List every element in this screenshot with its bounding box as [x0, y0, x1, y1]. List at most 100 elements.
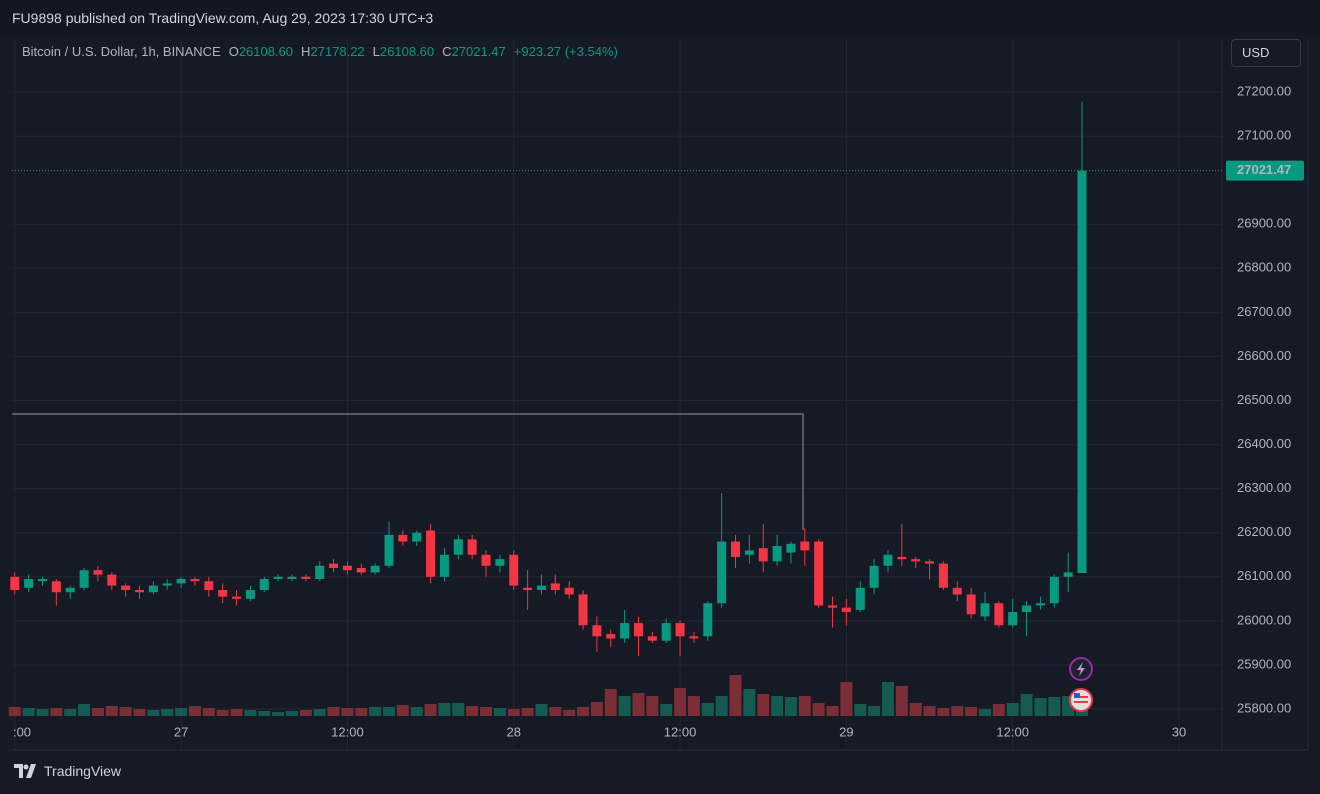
candle-body [1022, 605, 1032, 613]
candle-body [564, 587, 574, 595]
legend-value: 26108.60 [238, 44, 294, 59]
candle-body [481, 554, 491, 566]
chart: 25800.00 25900.00 26000.00 26100.00 26200.00… [8, 40, 1309, 751]
y-tick-label: 26800.00 [1237, 260, 1291, 275]
candle-body [980, 603, 990, 617]
drawing-line [12, 413, 804, 530]
x-tick-label: 12:00 [331, 724, 364, 739]
legend-key: C [442, 44, 452, 59]
candle-body [162, 583, 172, 586]
x-tick-label: 30 [1172, 724, 1186, 739]
candle-body [93, 570, 103, 575]
legend-change: +923.27 (+3.54%) [513, 44, 618, 59]
candle-body [1049, 576, 1059, 604]
volume-bar [978, 709, 991, 716]
x-tick-label: 28 [507, 724, 521, 739]
candle-body [342, 565, 352, 571]
volume-bar [258, 711, 271, 716]
y-tick-label: 25900.00 [1237, 656, 1291, 671]
volume-bar [618, 696, 631, 716]
volume-bar [341, 708, 354, 716]
y-tick-label: 27200.00 [1237, 83, 1291, 98]
candle-body [814, 541, 824, 606]
candle-body [232, 596, 242, 599]
candle-body [287, 576, 297, 580]
volume-bar [355, 708, 368, 716]
candle-body [925, 561, 935, 564]
candle-body [731, 541, 741, 557]
volume-bar [840, 682, 853, 716]
candle-body [370, 565, 380, 573]
volume-bar [757, 694, 770, 716]
x-tick-label: 27 [174, 724, 188, 739]
x-tick-label: 12:00 [664, 724, 697, 739]
volume-bar [369, 707, 382, 716]
candle-body [938, 563, 948, 588]
x-tick-label: :00 [13, 724, 31, 739]
volume-bar [715, 696, 728, 716]
volume-bar [923, 706, 936, 716]
candle-body [439, 554, 449, 577]
candle-body [176, 579, 186, 584]
currency-button[interactable]: USD [1231, 39, 1301, 67]
volume-bar [299, 710, 312, 716]
volume-bar [396, 705, 409, 716]
candle-body [717, 541, 727, 604]
volume-bar [78, 704, 91, 716]
candle-body [259, 579, 269, 591]
volume-bar [549, 707, 562, 716]
volume-bar [1006, 703, 1019, 716]
candle-body [37, 579, 47, 582]
candle-body [1063, 572, 1073, 577]
volume-bar [1048, 697, 1061, 716]
volume-bar [563, 710, 576, 716]
volume-bar [285, 711, 298, 716]
volume-bar [36, 709, 49, 716]
candle-body [107, 574, 117, 586]
last-price-tag [1226, 160, 1304, 181]
candle-body [703, 603, 713, 637]
candle-body [606, 634, 616, 639]
candle-body [689, 636, 699, 639]
y-tick-label: 26200.00 [1237, 524, 1291, 539]
y-tick-label: 26700.00 [1237, 304, 1291, 319]
candle-body [495, 559, 505, 566]
volume-bar [438, 703, 451, 716]
candle-body [523, 587, 533, 591]
volume-bar [784, 697, 797, 716]
volume-bar [64, 709, 77, 716]
volume-bar [577, 707, 590, 716]
volume-bar [216, 710, 229, 716]
y-tick-label: 26100.00 [1237, 568, 1291, 583]
volume-bar [272, 712, 285, 716]
y-tick-label: 26900.00 [1237, 216, 1291, 231]
candle-body [65, 587, 75, 593]
candle-body [869, 565, 879, 588]
event-icon[interactable] [1069, 657, 1093, 681]
candle-body [744, 550, 754, 555]
volume-bar [1020, 694, 1033, 716]
candle-body [800, 541, 810, 551]
volume-bar [521, 708, 534, 716]
candle-body [509, 554, 519, 586]
candle-body [121, 585, 131, 591]
candle-body [51, 581, 61, 593]
candle-body [218, 590, 228, 597]
volume-bar [327, 707, 340, 716]
candle-body [911, 559, 921, 562]
y-tick-label: 26400.00 [1237, 436, 1291, 451]
candle-body [426, 530, 436, 577]
publisher: FU9898 published on TradingView.com, Aug… [12, 10, 434, 26]
volume-bar [50, 708, 63, 716]
us-event-icon[interactable] [1069, 688, 1093, 712]
candle-body [883, 554, 893, 566]
candle-body [772, 545, 782, 562]
y-tick-label: 26600.00 [1237, 348, 1291, 363]
volume-bar [119, 707, 132, 716]
candle-body [135, 590, 145, 593]
volume-bar [909, 703, 922, 716]
candle-body [633, 623, 643, 637]
candle-body [24, 579, 34, 588]
volume-bar [937, 708, 950, 716]
candle-body [273, 576, 283, 580]
